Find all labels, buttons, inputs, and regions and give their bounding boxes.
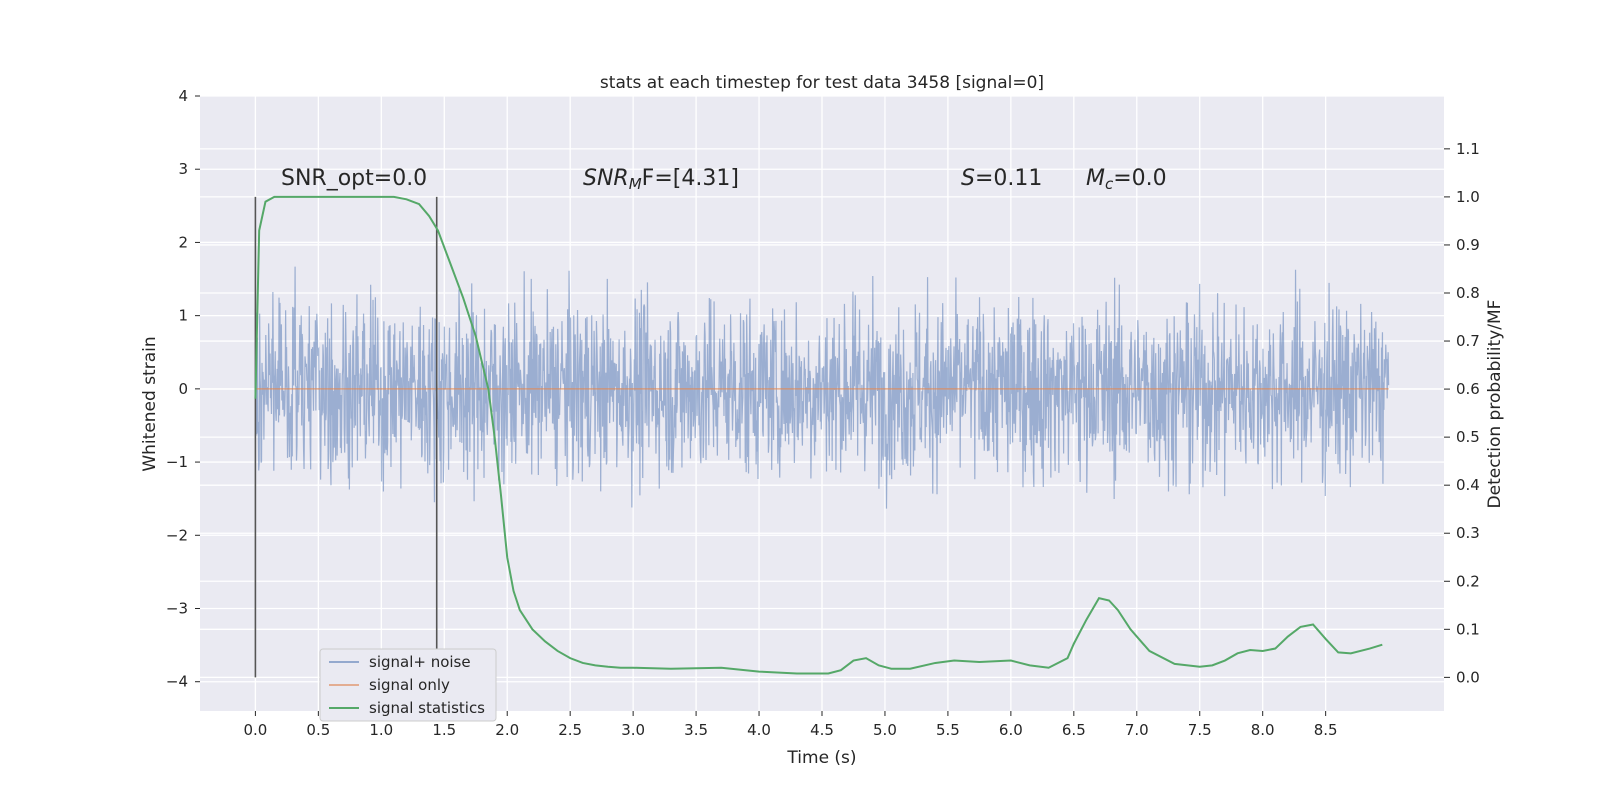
legend-box — [319, 648, 497, 722]
y2-tick-label: 0.1 — [1456, 620, 1480, 638]
x-tick-label: 0.0 — [243, 721, 267, 739]
y2-tick-label: 0.0 — [1456, 668, 1480, 686]
annotation-snr-mf-main: SNR — [583, 166, 629, 191]
y2-tick-label: 0.4 — [1456, 476, 1480, 494]
annotation-mc-rest: =0.0 — [1113, 166, 1166, 191]
annotation-mc: Mc=0.0 — [1086, 166, 1167, 193]
x-tick-label: 4.0 — [747, 721, 771, 739]
y-axis-ticks: 4 3 2 1 0 −1 −2 −3 −4 — [166, 87, 200, 691]
legend-label-signal-only: signal only — [369, 676, 450, 694]
annotation-snr-mf: SNRMF=[4.31] — [583, 166, 739, 193]
y2-axis-ticks: 1.1 1.0 0.9 0.8 0.7 0.6 0.5 0.4 0.3 0.2 0.1 0.0 — [1444, 140, 1480, 686]
y-tick-label: 2 — [178, 233, 188, 251]
annotation-snr-mf-rest: F=[4.31] — [642, 166, 739, 191]
y-tick-label: 4 — [178, 87, 188, 105]
y2-axis-label: Detection probability/MF — [1485, 300, 1505, 509]
y-tick-label: 3 — [178, 160, 188, 178]
x-tick-label: 3.5 — [684, 721, 708, 739]
x-axis-ticks: 0.0 0.5 1.0 1.5 2.0 2.5 3.0 3.5 4.0 4.5 5.0 5.5 6.0 6… — [243, 711, 1338, 739]
x-tick-label: 5.5 — [936, 721, 960, 739]
y-tick-label: −3 — [166, 600, 188, 618]
y2-tick-label: 0.3 — [1456, 524, 1480, 542]
y2-tick-label: 1.1 — [1456, 140, 1480, 158]
y-tick-label: −2 — [166, 526, 188, 544]
x-tick-label: 8.0 — [1251, 721, 1275, 739]
y2-tick-label: 0.9 — [1456, 236, 1480, 254]
series-signal-noise — [254, 266, 1390, 509]
y-tick-label: −1 — [166, 453, 188, 471]
series-signal-statistics — [254, 195, 1383, 675]
annotation-s-rest: =0.11 — [975, 166, 1042, 191]
annotation-s: S=0.11 — [961, 166, 1042, 191]
y2-tick-label: 0.7 — [1456, 332, 1480, 350]
signal-noise-line — [254, 266, 1390, 509]
x-tick-label: 0.5 — [306, 721, 330, 739]
y-axis-label: Whitened strain — [140, 336, 160, 471]
y-tick-label: 1 — [178, 307, 188, 325]
x-tick-label: 7.0 — [1125, 721, 1149, 739]
chart-title: stats at each timestep for test data 345… — [600, 73, 1044, 93]
marker-lines — [254, 196, 438, 678]
x-tick-label: 1.0 — [369, 721, 393, 739]
legend-label-signal-noise: signal+ noise — [369, 653, 471, 671]
x-tick-label: 6.5 — [1062, 721, 1086, 739]
y2-tick-label: 0.8 — [1456, 284, 1480, 302]
y-tick-label: −4 — [166, 673, 188, 691]
annotation-mc-main: M — [1086, 166, 1105, 191]
annotation-mc-sub: c — [1105, 175, 1114, 193]
y2-tick-label: 0.6 — [1456, 380, 1480, 398]
x-tick-label: 8.5 — [1314, 721, 1338, 739]
x-tick-label: 2.0 — [495, 721, 519, 739]
annotation-snr-mf-sub: M — [629, 175, 642, 193]
annotation-s-main: S — [961, 166, 975, 191]
x-tick-label: 5.0 — [873, 721, 897, 739]
x-tick-label: 7.5 — [1188, 721, 1212, 739]
legend-label-signal-statistics: signal statistics — [369, 699, 485, 717]
x-axis-label: Time (s) — [786, 748, 856, 768]
signal-statistics-line — [254, 195, 1383, 675]
y2-tick-label: 1.0 — [1456, 188, 1480, 206]
y2-tick-label: 0.5 — [1456, 428, 1480, 446]
x-tick-label: 6.0 — [999, 721, 1023, 739]
y-tick-label: 0 — [178, 380, 188, 398]
x-tick-label: 3.0 — [621, 721, 645, 739]
x-tick-label: 1.5 — [432, 721, 456, 739]
legend: signal+ noise signal only signal statist… — [319, 648, 497, 722]
x-tick-label: 2.5 — [558, 721, 582, 739]
y2-tick-label: 0.2 — [1456, 572, 1480, 590]
annotation-snr-opt: SNR_opt=0.0 — [281, 166, 427, 191]
x-tick-label: 4.5 — [810, 721, 834, 739]
